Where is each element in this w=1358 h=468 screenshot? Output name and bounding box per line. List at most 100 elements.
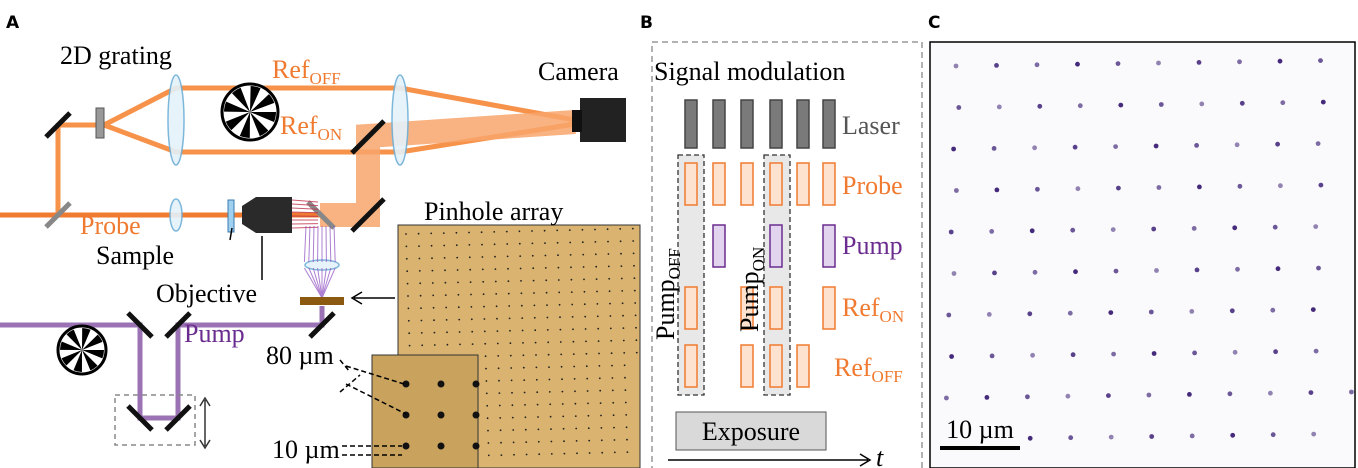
shape-circle xyxy=(495,281,497,283)
shape-circle xyxy=(473,443,480,450)
shape-ellipse xyxy=(987,312,992,317)
shape-rect xyxy=(685,100,697,148)
shape-circle xyxy=(587,403,589,405)
label-text: Pump xyxy=(735,271,764,332)
shape-line xyxy=(313,226,314,262)
shape-circle xyxy=(500,442,502,444)
shape-circle xyxy=(619,228,621,230)
shape-circle xyxy=(498,380,500,382)
shape-circle xyxy=(520,268,522,270)
shape-circle xyxy=(472,343,474,345)
shape-circle xyxy=(522,330,524,332)
shape-circle xyxy=(524,392,526,394)
shape-ellipse xyxy=(1159,102,1164,107)
shape-circle xyxy=(496,318,498,320)
shape-rect xyxy=(770,287,782,329)
shape-ellipse xyxy=(1033,270,1038,275)
shape-circle xyxy=(636,339,638,341)
shape-ellipse xyxy=(1032,145,1037,150)
shape-circle xyxy=(560,329,562,331)
shape-circle xyxy=(608,278,610,280)
shape-circle xyxy=(519,243,521,245)
shape-circle xyxy=(545,279,547,281)
shape-path xyxy=(352,292,395,304)
column-label: PumpON xyxy=(735,247,768,332)
shape-circle xyxy=(549,391,551,393)
shape-ellipse xyxy=(1035,187,1040,192)
shape-circle xyxy=(482,269,484,271)
shape-ellipse xyxy=(1192,226,1197,231)
shape-circle xyxy=(408,320,410,322)
shape-circle xyxy=(613,414,615,416)
shape-circle xyxy=(458,306,460,308)
shape-path xyxy=(668,454,870,466)
shape-circle xyxy=(471,306,473,308)
shape-circle xyxy=(533,292,535,294)
shape-circle xyxy=(510,342,512,344)
shape-circle xyxy=(550,416,552,418)
shape-ellipse xyxy=(1187,392,1192,397)
shape-circle xyxy=(538,441,540,443)
shape-circle xyxy=(419,258,421,260)
shape-ellipse xyxy=(168,75,184,165)
shape-circle xyxy=(497,355,499,357)
shape-circle xyxy=(573,366,575,368)
shape-rect xyxy=(300,297,344,305)
shape-circle xyxy=(509,330,511,332)
shape-circle xyxy=(585,328,587,330)
label-text: Ref xyxy=(834,353,872,382)
shape-ellipse xyxy=(1309,390,1314,395)
row-label: RefON xyxy=(842,293,904,326)
shape-circle xyxy=(583,266,585,268)
shape-circle xyxy=(596,278,598,280)
shape-circle xyxy=(407,283,409,285)
shape-circle xyxy=(612,402,614,404)
shape-circle xyxy=(557,242,559,244)
shape-circle xyxy=(526,454,528,456)
shape-circle xyxy=(494,243,496,245)
shape-circle xyxy=(522,342,524,344)
shape-circle xyxy=(573,353,575,355)
body: A B C xyxy=(0,0,1358,468)
shape-circle xyxy=(545,255,547,257)
shape-ellipse xyxy=(1194,143,1199,148)
shape-path xyxy=(242,197,292,233)
shape-ellipse xyxy=(1232,225,1237,230)
shape-circle xyxy=(499,392,501,394)
shape-ellipse xyxy=(1075,62,1080,67)
shape-ellipse xyxy=(1151,227,1156,232)
shape-ellipse xyxy=(1197,60,1202,65)
shape-circle xyxy=(495,293,497,295)
shape-ellipse xyxy=(1278,59,1283,64)
shape-rect xyxy=(823,225,835,267)
shape-ellipse xyxy=(997,105,1002,110)
shape-circle xyxy=(585,341,587,343)
shape-circle xyxy=(544,242,546,244)
shape-rect xyxy=(940,446,1020,450)
shape-circle xyxy=(582,229,584,231)
shape-ellipse xyxy=(989,229,994,234)
shape-circle xyxy=(438,381,445,388)
label-sub: ON xyxy=(318,125,343,144)
shape-ellipse xyxy=(1113,144,1118,149)
shape-circle xyxy=(482,281,484,283)
shape-circle xyxy=(607,228,609,230)
shape-circle xyxy=(531,230,533,232)
shape-circle xyxy=(569,229,571,231)
shape-ellipse xyxy=(1280,100,1285,105)
shape-circle xyxy=(633,253,635,255)
shape-ellipse xyxy=(1189,309,1194,314)
shape-circle xyxy=(588,415,590,417)
shape-rect xyxy=(823,287,835,329)
shape-circle xyxy=(624,377,626,379)
shape-ellipse xyxy=(1068,435,1073,440)
shape-ellipse xyxy=(1275,142,1280,147)
shape-rect xyxy=(770,225,782,267)
scale-bar-label: 10 µm xyxy=(946,415,1014,444)
label-sub: OFF xyxy=(665,248,684,279)
shape-ellipse xyxy=(1316,141,1321,146)
shape-circle xyxy=(625,389,627,391)
shape-circle xyxy=(575,428,577,430)
shape-circle xyxy=(444,257,446,259)
shape-circle xyxy=(459,331,461,333)
